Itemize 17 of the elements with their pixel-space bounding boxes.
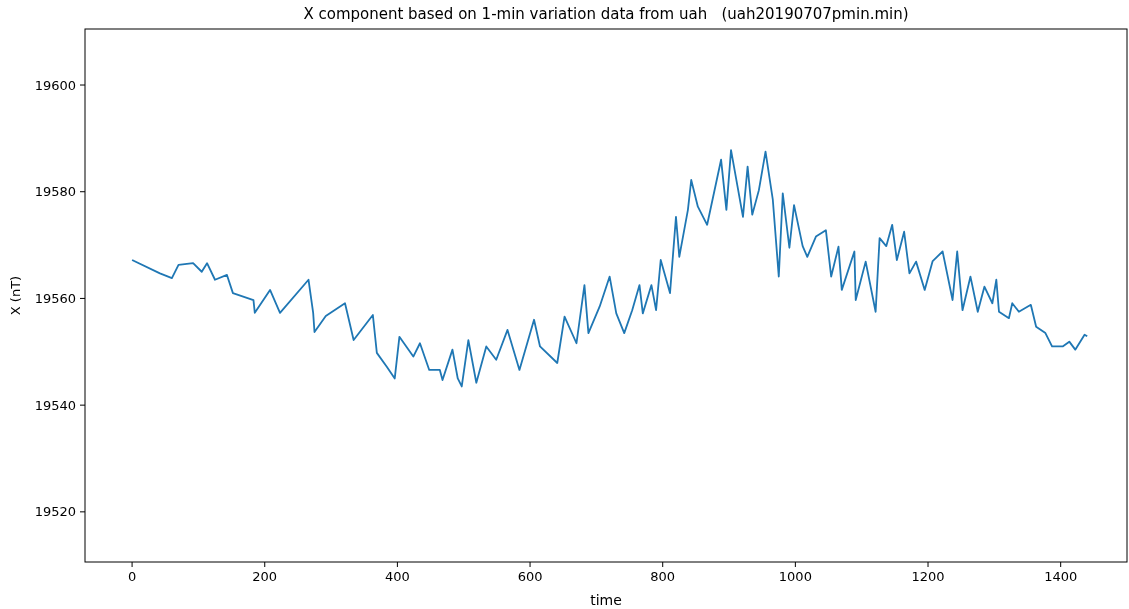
y-tick-label: 19600 xyxy=(34,77,76,93)
x-tick-label: 1200 xyxy=(911,569,945,584)
y-tick-label: 19520 xyxy=(34,504,76,520)
y-tick-label: 19580 xyxy=(34,184,76,200)
x-tick-label: 600 xyxy=(517,569,543,584)
x-tick-label: 800 xyxy=(650,569,676,584)
x-tick-label: 400 xyxy=(384,569,410,584)
x-tick-label: 1400 xyxy=(1044,569,1078,584)
line-series xyxy=(131,149,1089,388)
chart-title: X component based on 1-min variation data from uah (uah20190707pmin.min) xyxy=(303,5,909,23)
x-tick-label: 1000 xyxy=(778,569,812,584)
x-axis-title: time xyxy=(590,592,622,608)
y-axis-title: X (nT) xyxy=(8,275,23,316)
y-tick-label: 19540 xyxy=(34,397,76,413)
x-tick-label: 0 xyxy=(127,569,137,584)
x-tick-label: 200 xyxy=(252,569,278,584)
y-tick-label: 19560 xyxy=(34,290,76,306)
